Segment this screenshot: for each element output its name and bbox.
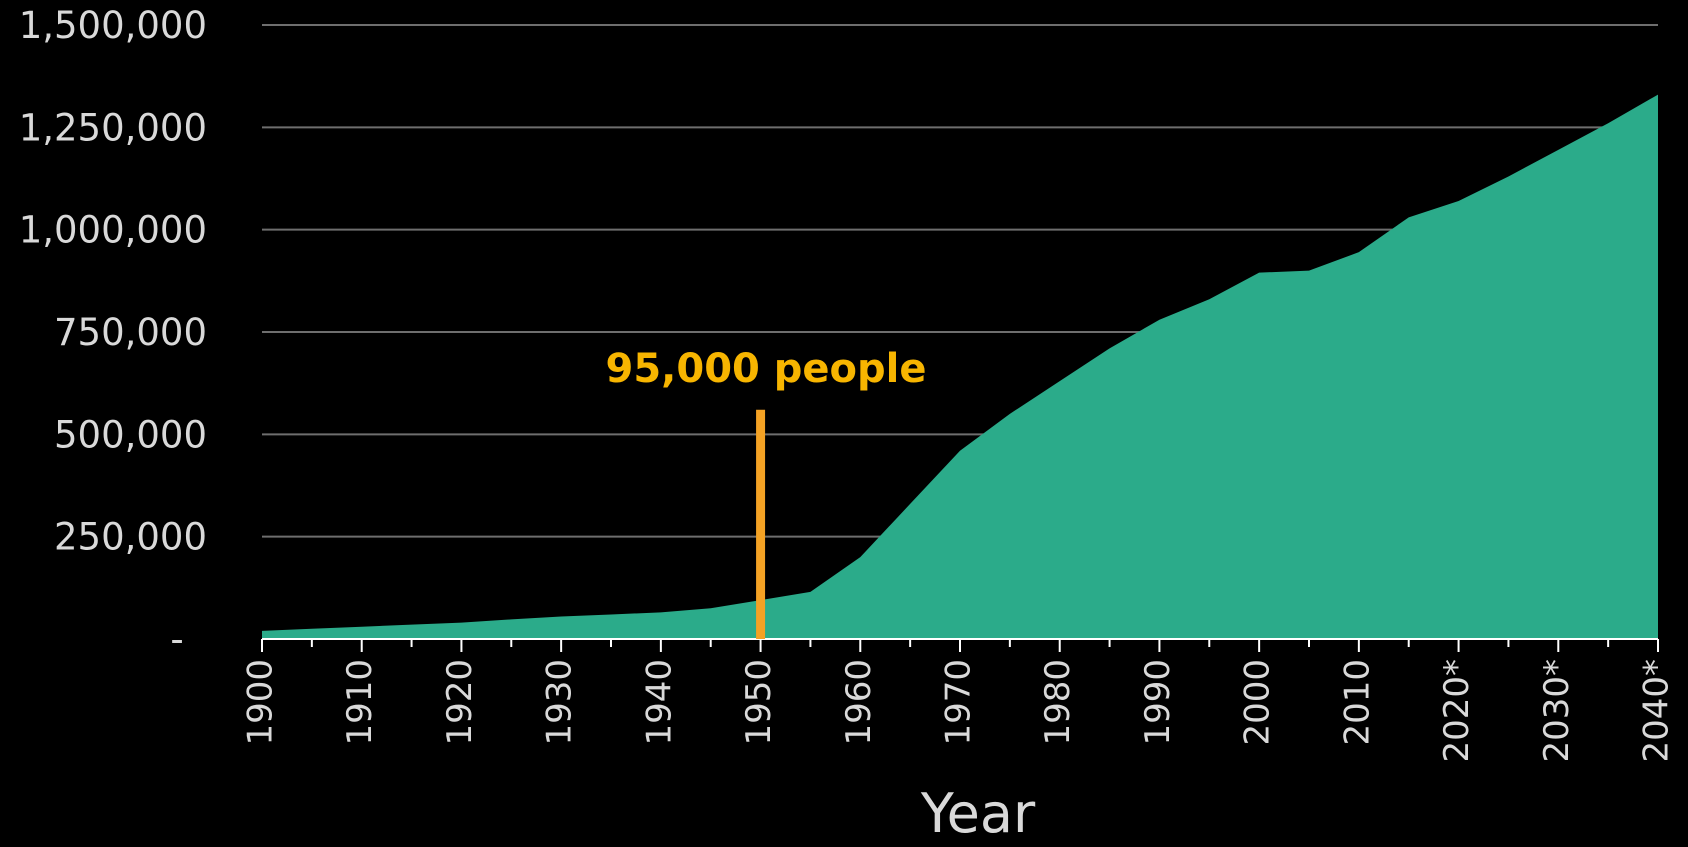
y-tick-label: 1,000,000 (19, 209, 207, 252)
x-tick-label: 1910 (340, 659, 380, 746)
x-tick-label: 2030* (1537, 659, 1577, 763)
x-tick-label: 1970 (939, 659, 979, 746)
x-tick-label: 2020* (1437, 659, 1477, 763)
annotation-group: 95,000 people (606, 346, 927, 639)
x-axis-label: Year (920, 782, 1036, 845)
x-tick-label: 1900 (241, 659, 281, 746)
x-tick-label: 1940 (639, 659, 679, 746)
y-tick-label: 1,250,000 (19, 106, 207, 149)
x-tick-label: 1960 (839, 659, 879, 746)
x-tick-label: 1990 (1138, 659, 1178, 746)
y-tick-label: 500,000 (54, 413, 207, 456)
x-axis-tick-labels: 1900 1910 1920 1930 1940 1950 1960 1970 1980 1990… (241, 659, 1677, 763)
area-series-fill (262, 94, 1658, 639)
x-axis (261, 638, 1659, 652)
annotation-label: 95,000 people (606, 346, 927, 392)
x-tick-label: 2000 (1238, 659, 1278, 746)
y-tick-label: 250,000 (54, 516, 207, 559)
x-tick-label: 1980 (1038, 659, 1078, 746)
x-tick-label: 2040* (1637, 659, 1677, 763)
area-series (262, 94, 1658, 639)
y-tick-label: 750,000 (54, 311, 207, 354)
x-tick-label: 2010 (1337, 659, 1377, 746)
y-tick-label: - (170, 618, 183, 661)
x-tick-label: 1930 (540, 659, 580, 746)
x-tick-label: 1920 (440, 659, 480, 746)
x-tick-label: 1950 (739, 659, 779, 746)
y-tick-label: 1,500,000 (19, 4, 207, 47)
y-axis-tick-labels: - 250,000 500,000 750,000 1,000,000 1,250,000… (19, 4, 207, 661)
